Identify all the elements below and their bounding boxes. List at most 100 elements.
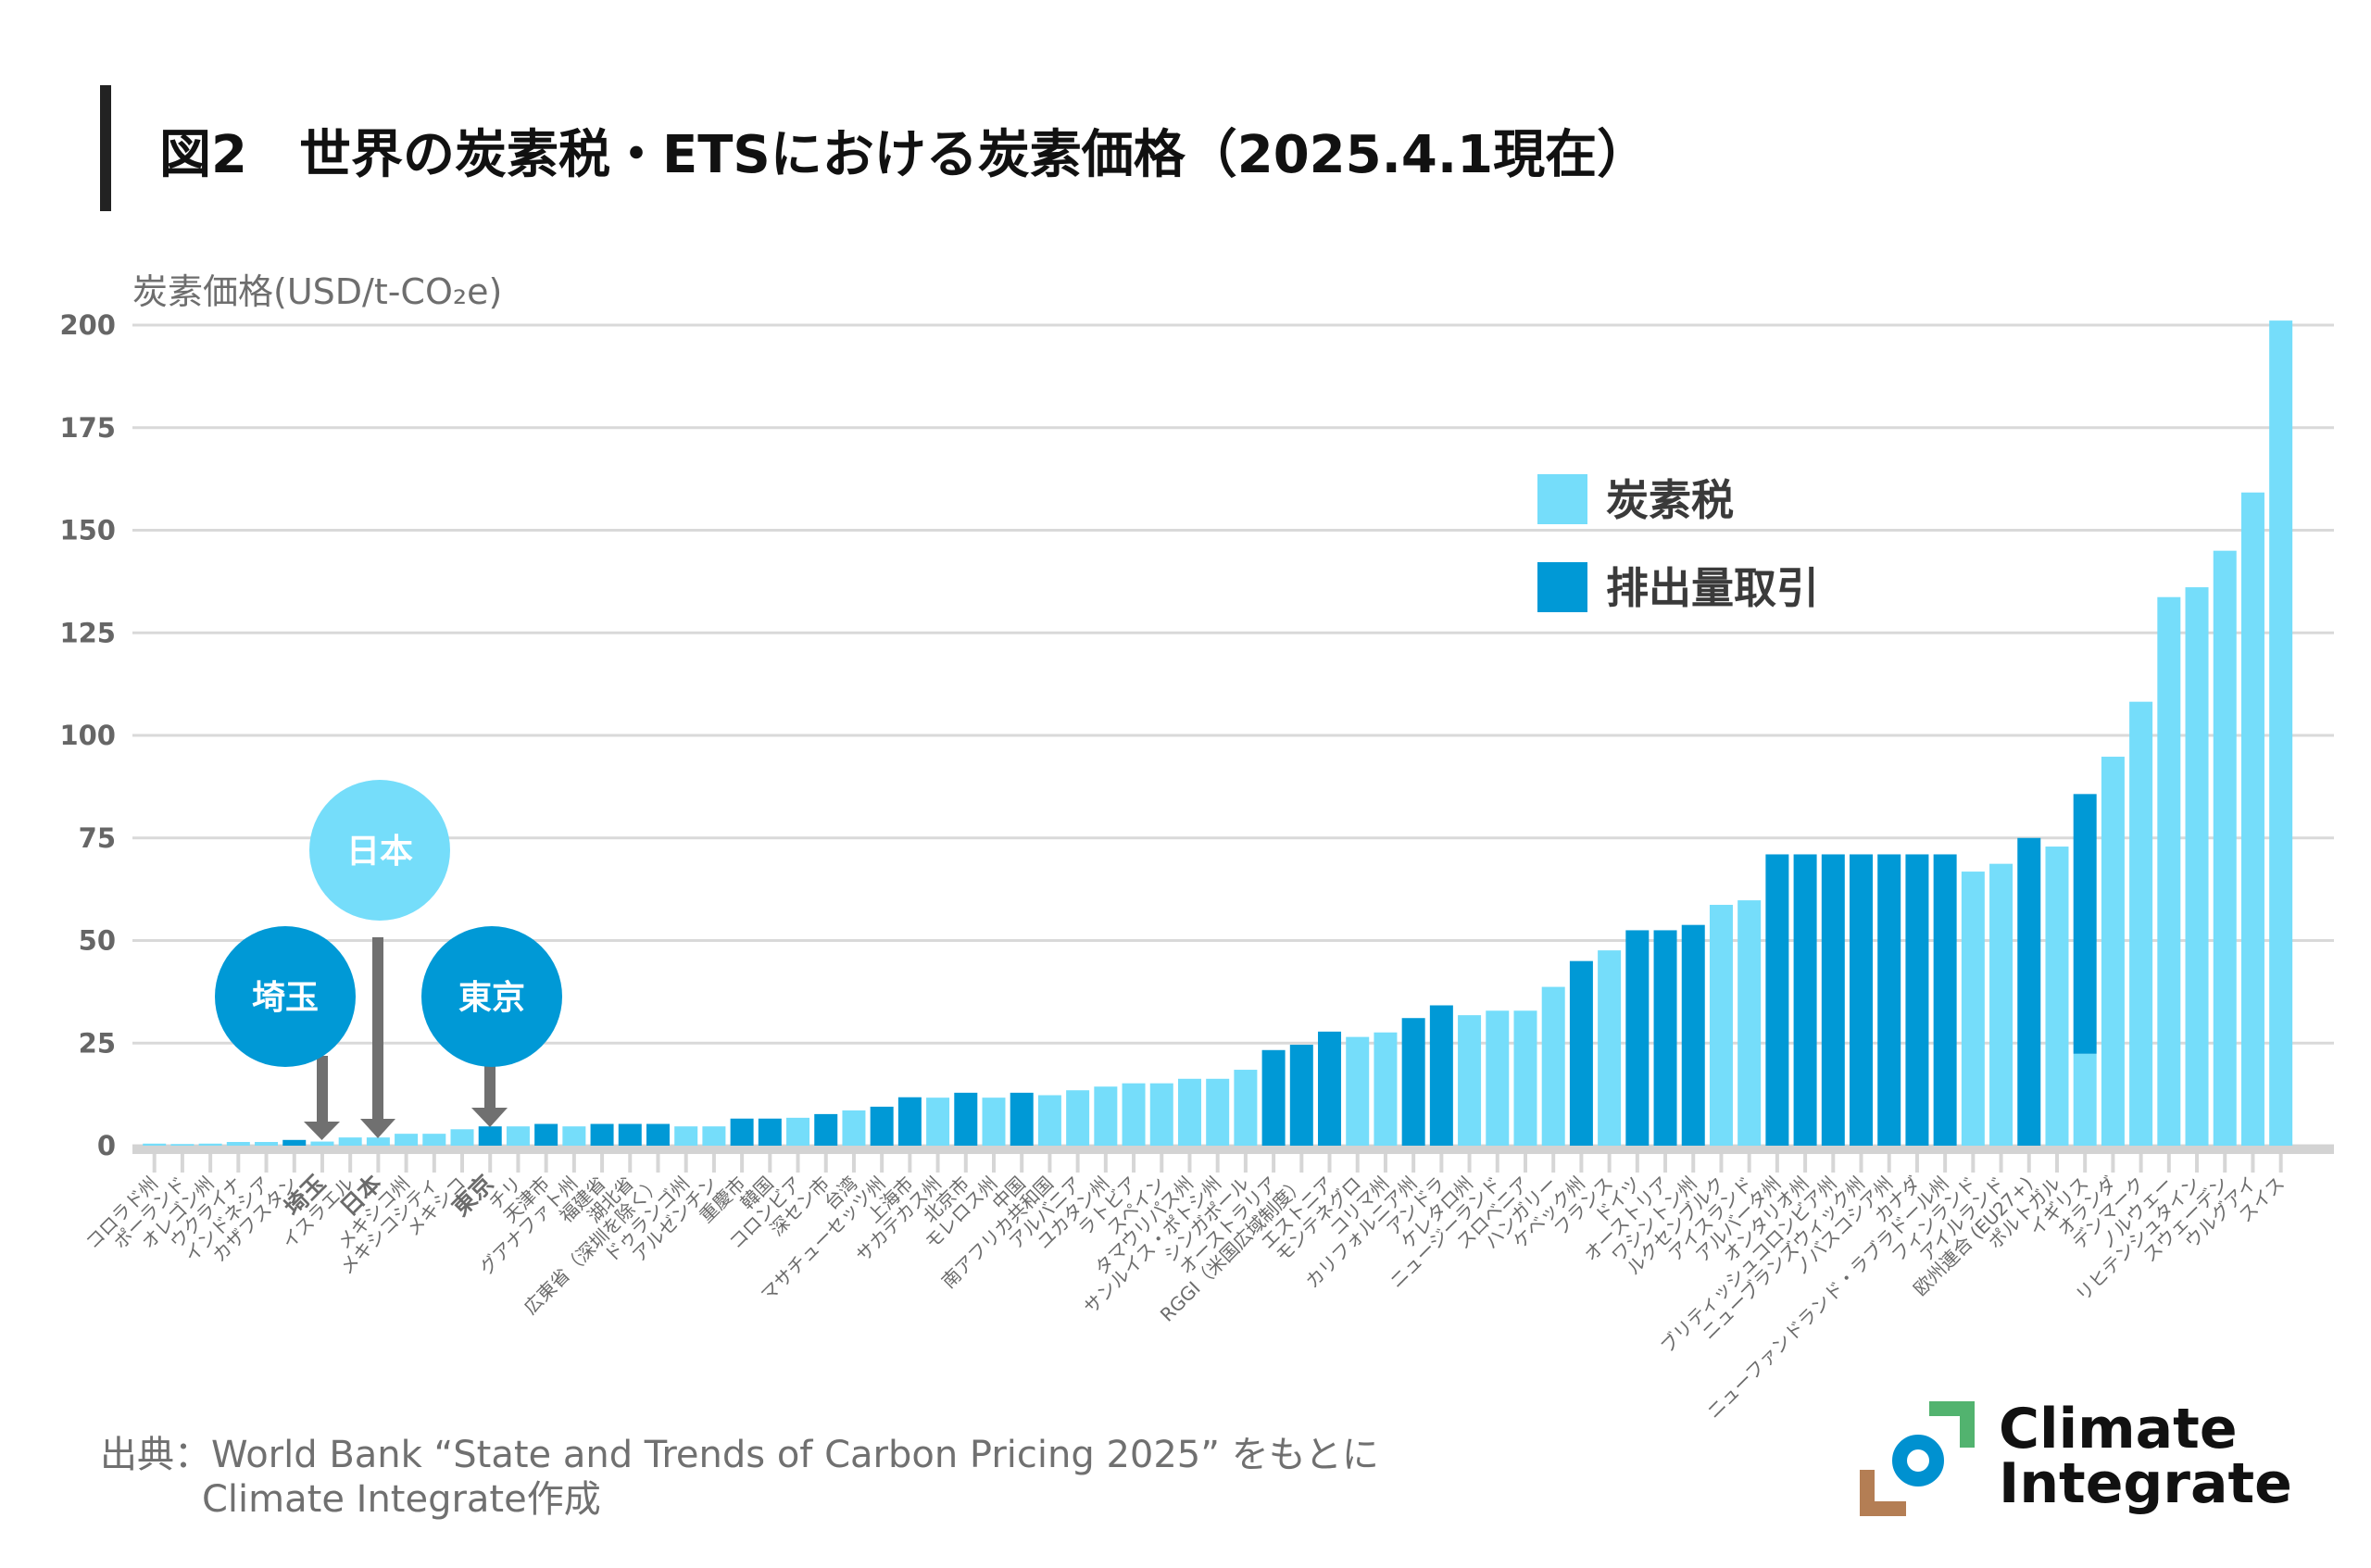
bar-emissions-trading	[758, 1118, 782, 1146]
logo-text-line-1: Climate	[1999, 1397, 2238, 1461]
bar-carbon-tax	[1234, 1070, 1258, 1146]
bar-carbon-tax	[450, 1129, 474, 1146]
y-axis-label: 炭素価格(USD/t-CO₂e)	[132, 271, 502, 312]
bar-carbon-tax	[1709, 904, 1733, 1146]
bar-emissions-trading	[1010, 1092, 1034, 1146]
bar-carbon-tax	[1346, 1036, 1370, 1146]
bar-emissions-trading	[1905, 854, 1929, 1146]
logo-green-corner-vertical	[1960, 1401, 1975, 1448]
bar-emissions-trading	[870, 1106, 894, 1146]
bar-carbon-tax	[2269, 320, 2293, 1146]
arrow-shaft-saitama	[317, 1056, 328, 1123]
bar-emissions-trading	[590, 1123, 614, 1146]
legend-swatch-carbon-tax	[1537, 474, 1587, 524]
bar-carbon-tax	[702, 1126, 726, 1146]
bar-emissions-trading	[1569, 960, 1593, 1146]
bar-emissions-trading	[534, 1123, 558, 1146]
chart-title: 図2 世界の炭素税・ETSにおける炭素価格（2025.4.1現在）	[159, 125, 1649, 185]
bar-emissions-trading	[1793, 854, 1817, 1146]
callout-japan: 日本	[309, 780, 450, 1138]
bar-carbon-tax	[1486, 1010, 1510, 1146]
bar-carbon-tax	[310, 1141, 334, 1146]
title-accent-bar	[100, 85, 111, 211]
legend-label-emissions-trading: 排出量取引	[1606, 563, 1819, 613]
bar-carbon-tax	[226, 1142, 250, 1146]
bar-carbon-tax	[1122, 1083, 1146, 1146]
bar-emissions-trading	[2017, 837, 2041, 1146]
bars	[143, 320, 2293, 1146]
bar-carbon-tax	[2129, 701, 2153, 1146]
bar-carbon-tax	[255, 1142, 279, 1146]
bar-carbon-tax	[926, 1098, 950, 1146]
bar-emissions-trading	[1318, 1031, 1342, 1146]
y-tick-label: 50	[79, 925, 116, 957]
y-tick-label: 100	[59, 720, 116, 751]
arrow-down-icon	[360, 1119, 395, 1138]
source-line-2: Climate Integrate作成	[202, 1478, 601, 1521]
bar-carbon-tax	[1989, 863, 2013, 1146]
x-axis-baseline	[132, 1145, 2334, 1154]
y-tick-labels: 0 25 50 75 100 125 150 175 200	[59, 309, 116, 1161]
y-tick-label: 200	[59, 309, 116, 341]
bar-emissions-trading	[1401, 1018, 1425, 1146]
bar-carbon-tax	[1094, 1086, 1118, 1146]
bar-emissions-trading	[1681, 924, 1705, 1146]
bar-carbon-tax	[198, 1143, 222, 1146]
legend-swatch-emissions-trading	[1537, 562, 1587, 612]
bar-emissions-trading	[1850, 854, 1874, 1146]
y-tick-label: 25	[79, 1027, 116, 1059]
x-tick-marks	[152, 1154, 2283, 1173]
bar-emissions-trading	[1933, 854, 1957, 1146]
bar-carbon-tax	[1037, 1095, 1061, 1146]
logo-brown-corner-horizontal	[1860, 1501, 1906, 1516]
bar-carbon-tax	[2185, 587, 2209, 1146]
bar-carbon-tax	[1177, 1078, 1201, 1146]
bar-carbon-tax	[2073, 1053, 2097, 1146]
bar-carbon-tax	[422, 1134, 446, 1146]
bar-emissions-trading	[2073, 794, 2097, 1054]
y-tick-label: 175	[59, 412, 116, 444]
bar-emissions-trading	[954, 1092, 978, 1146]
logo-mark-icon	[1860, 1401, 1975, 1516]
bar-carbon-tax	[2213, 550, 2237, 1146]
bar-carbon-tax	[366, 1137, 390, 1146]
logo-text-line-2: Integrate	[1999, 1451, 2292, 1516]
bar-emissions-trading	[897, 1097, 922, 1146]
bar-carbon-tax	[982, 1098, 1006, 1146]
bar-carbon-tax	[1206, 1078, 1230, 1146]
bar-carbon-tax	[338, 1137, 362, 1146]
bar-carbon-tax	[1513, 1010, 1537, 1146]
bar-carbon-tax	[562, 1126, 586, 1146]
bar-carbon-tax	[786, 1117, 810, 1146]
bar-emissions-trading	[1289, 1045, 1313, 1146]
bar-carbon-tax	[674, 1126, 698, 1146]
bar-carbon-tax	[506, 1126, 530, 1146]
bar-emissions-trading	[646, 1123, 670, 1146]
callout-saitama: 埼玉	[215, 926, 356, 1140]
bar-carbon-tax	[2157, 596, 2181, 1146]
bar-emissions-trading	[1261, 1049, 1286, 1146]
bar-emissions-trading	[730, 1118, 754, 1146]
bar-carbon-tax	[842, 1110, 866, 1146]
bar-carbon-tax	[1066, 1090, 1090, 1146]
callout-tokyo: 東京	[421, 926, 562, 1127]
bar-carbon-tax	[143, 1143, 167, 1146]
bar-emissions-trading	[1429, 1005, 1453, 1146]
callout-circle-japan	[309, 780, 450, 921]
bar-carbon-tax	[170, 1144, 194, 1146]
bar-carbon-tax	[1961, 872, 1985, 1146]
bar-emissions-trading	[814, 1113, 838, 1146]
legend-label-carbon-tax: 炭素税	[1606, 475, 1734, 525]
legend: 炭素税 排出量取引	[1537, 474, 1819, 613]
bar-carbon-tax	[1541, 986, 1565, 1146]
bar-carbon-tax	[2240, 492, 2264, 1146]
arrow-down-icon	[471, 1108, 508, 1127]
bar-emissions-trading	[1765, 854, 1789, 1146]
logo-blue-ring	[1892, 1435, 1944, 1486]
bar-emissions-trading	[478, 1126, 502, 1146]
bar-emissions-trading	[1653, 930, 1677, 1146]
climate-integrate-logo: Climate Integrate	[1860, 1397, 2292, 1516]
bar-emissions-trading	[282, 1139, 307, 1146]
